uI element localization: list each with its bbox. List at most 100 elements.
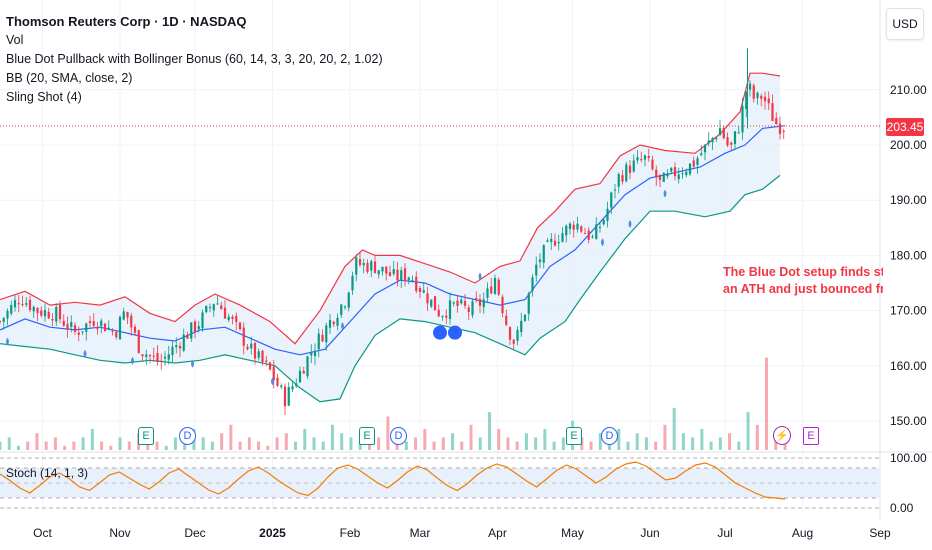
volume-bar [238, 441, 242, 450]
candle-body [208, 307, 212, 309]
legend-blue-dot[interactable]: Blue Dot Pullback with Bollinger Bonus (… [6, 52, 383, 66]
candle-body [351, 275, 354, 291]
volume-bar [589, 441, 593, 450]
stoch-legend[interactable]: Stoch (14, 1, 3) [6, 466, 89, 480]
candle-body [733, 131, 737, 145]
candle-body [640, 159, 643, 161]
candle-body [580, 226, 583, 232]
volume-bar [266, 445, 270, 450]
volume-bar [90, 429, 94, 450]
candle-body [242, 327, 245, 346]
candle-body [722, 127, 725, 139]
candle-body [602, 220, 605, 225]
candle-body [628, 165, 632, 174]
dividend-badge[interactable]: D [179, 427, 196, 445]
candle-body [96, 328, 99, 330]
candle-body [441, 316, 444, 318]
candle-body [741, 106, 744, 133]
candle-body [546, 240, 549, 242]
volume-bar [247, 437, 251, 450]
price-axis[interactable]: 150.00 160.00 170.00 180.00 190.00 200.00 210.… [890, 83, 927, 515]
volume-bar [765, 357, 769, 450]
time-tick-label: Mar [410, 526, 431, 540]
candle-body [133, 326, 137, 333]
candle-body [25, 303, 28, 305]
volume-bar [404, 441, 408, 450]
candle-body [748, 83, 752, 90]
candle-body [118, 316, 122, 340]
currency-button[interactable]: USD [886, 8, 924, 40]
chart-annotation[interactable]: The Blue Dot setup finds strong s an ATH… [723, 264, 883, 300]
candle-body [572, 224, 575, 230]
blue-dot [341, 322, 344, 331]
candle-body [220, 305, 223, 310]
candle-body [340, 304, 343, 316]
volume-bar [63, 445, 67, 450]
candle-body [726, 137, 729, 146]
candle-body [523, 314, 527, 321]
dividend-badge[interactable]: D [390, 427, 407, 445]
last-price-label: 203.45 [886, 118, 924, 136]
candle-body [265, 360, 268, 362]
candle-body [122, 311, 125, 320]
time-axis[interactable]: Oct Nov Dec 2025 Feb Mar Apr May Jun Jul Aug Sep [33, 526, 891, 540]
legend-sling-shot[interactable]: Sling Shot (4) [6, 90, 82, 104]
volume-bar [330, 424, 334, 450]
volume-bar [257, 441, 261, 450]
candle-body [295, 383, 298, 387]
candle-body [508, 327, 512, 340]
time-tick-label: Feb [340, 526, 361, 540]
dividend-badge[interactable]: D [601, 427, 618, 445]
volume-bar [109, 445, 113, 450]
candle-body [538, 259, 542, 263]
candle-body [767, 98, 770, 104]
candle-body [482, 299, 485, 308]
earnings-badge[interactable]: E [359, 427, 375, 445]
candle-body [606, 208, 609, 221]
candle-body [205, 305, 208, 313]
grid-lines [0, 0, 932, 520]
candle-body [512, 339, 515, 344]
candle-body [670, 167, 673, 172]
legend-bb[interactable]: BB (20, SMA, close, 2) [6, 71, 133, 85]
stoch-tick-label: 100.00 [890, 451, 927, 465]
candle-body [711, 138, 714, 143]
volume-bar [432, 441, 436, 450]
candle-body [760, 95, 763, 99]
candle-body [291, 386, 294, 390]
volume-bar [672, 408, 676, 450]
candle-body [557, 242, 560, 244]
candle-body [28, 299, 32, 311]
time-tick-label: Apr [488, 526, 507, 540]
earnings-badge[interactable]: E [566, 427, 582, 445]
volume-bar [755, 424, 759, 450]
candle-body [336, 317, 339, 326]
candle-body [313, 350, 317, 356]
candle-body [737, 132, 740, 134]
volume-bar [506, 437, 510, 450]
bolt-icon[interactable]: ⚡ [773, 426, 791, 445]
volume-bar [127, 441, 131, 450]
candle-body [272, 366, 275, 381]
candle-body [531, 277, 534, 291]
volume-bar [340, 433, 344, 450]
candle-body [130, 315, 133, 328]
volume-bar [303, 429, 307, 450]
candle-body [456, 300, 459, 306]
symbol-title[interactable]: Thomson Reuters Corp · 1D · NASDAQ [6, 14, 247, 29]
stoch-tick-label: 0.00 [890, 501, 914, 515]
earnings-badge[interactable]: E [138, 427, 154, 445]
volume-bar [164, 445, 168, 450]
volume-bar [423, 429, 427, 450]
candle-body [448, 300, 452, 320]
candle-body [212, 304, 215, 311]
volume-bar [598, 433, 602, 450]
candle-body [730, 142, 733, 145]
candle-body [302, 370, 305, 374]
volume-bar [635, 433, 639, 450]
candle-body [718, 128, 722, 136]
legend-vol[interactable]: Vol [6, 33, 24, 47]
upcoming-earnings-badge[interactable]: E [803, 427, 819, 445]
candle-body [21, 304, 24, 306]
